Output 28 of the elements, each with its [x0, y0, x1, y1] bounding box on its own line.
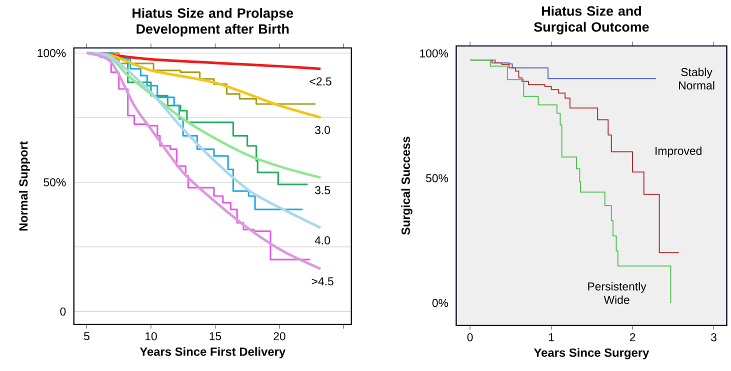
- x-axis-title: Years Since First Delivery: [140, 346, 286, 358]
- x-tick-label: 10: [145, 332, 157, 340]
- series-label: Improved: [656, 146, 702, 158]
- series-label: Persistently Wide: [588, 282, 646, 304]
- y-tick-label: 0: [60, 307, 66, 316]
- x-tick-label: 20: [274, 332, 286, 340]
- chart-title: Hiatus Size and Prolapse Development after Birth: [132, 8, 294, 36]
- series-label: >4.5: [312, 277, 334, 286]
- y-tick-label: 50%: [426, 174, 448, 182]
- x-tick-label: 15: [210, 332, 222, 340]
- series-label: <2.5: [310, 77, 332, 86]
- x-tick-label: 5: [84, 332, 90, 340]
- x-axis-title: Years Since Surgery: [534, 348, 650, 360]
- x-tick-label: 3: [711, 333, 716, 342]
- series-label: 4.0: [314, 236, 330, 244]
- series-label: 3.0: [315, 126, 330, 134]
- x-tick-label: 2: [630, 333, 636, 342]
- y-tick-label: 100%: [420, 49, 448, 58]
- y-tick-label: 0%: [432, 298, 448, 307]
- x-tick-label: 1: [548, 333, 554, 341]
- y-tick-label: 100%: [38, 48, 66, 57]
- chart-title: Hiatus Size and Surgical Outcome: [534, 6, 649, 34]
- x-tick-label: 0: [467, 333, 473, 342]
- y-tick-label: 50%: [44, 178, 66, 186]
- y-axis-title: Normal Support: [18, 141, 30, 230]
- series-label: 3.5: [315, 186, 330, 194]
- y-axis-title: Surgical Success: [401, 136, 412, 235]
- text: Stably Normal: [679, 68, 714, 90]
